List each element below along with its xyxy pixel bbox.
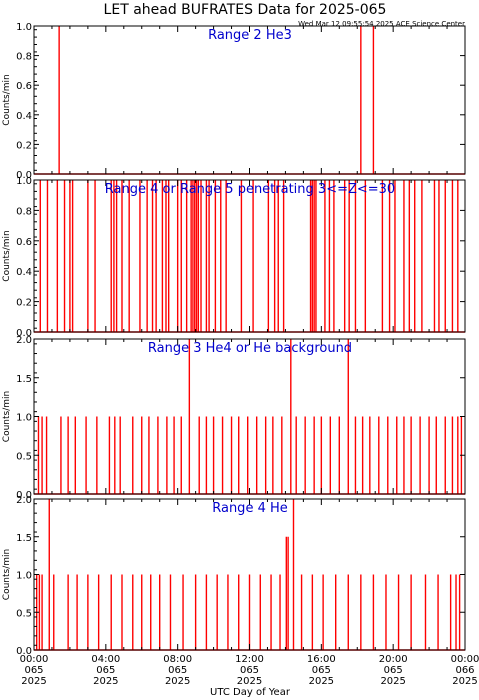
y-tick-label: 1.5 <box>16 374 32 385</box>
x-tick-doy: 065 <box>168 665 187 676</box>
x-tick-year: 2025 <box>237 676 262 687</box>
x-tick-year: 2025 <box>165 676 190 687</box>
y-tick-label: 0.0 <box>16 646 32 657</box>
x-tick-time: 20:00 <box>379 654 408 665</box>
y-tick-label: 1.5 <box>16 533 32 544</box>
x-tick-time: 08:00 <box>163 654 192 665</box>
y-tick-label: 0.6 <box>16 237 32 248</box>
y-tick-label: 0.0 <box>16 328 32 339</box>
y-tick-label: 0.8 <box>16 52 32 63</box>
x-tick-time: 12:00 <box>235 654 264 665</box>
panel-title: Range 2 He3 <box>208 28 292 43</box>
x-tick-year: 2025 <box>21 676 46 687</box>
x-tick-doy: 065 <box>24 665 43 676</box>
panel-title: Range 4 He <box>212 501 288 516</box>
panel-1: 0.0 0.2 0.4 0.6 0.8 1.0 Counts/min Range 2 He3 <box>2 22 466 181</box>
x-tick-year: 2025 <box>309 676 334 687</box>
y-tick-label: 0.5 <box>16 608 32 619</box>
panel-frame <box>33 179 466 333</box>
panel-3: 0.0 0.5 1.0 1.5 2.0 Counts/min Range 3 He4 or … <box>2 335 466 501</box>
y-tick-label: 0.0 <box>16 170 32 181</box>
y-tick-label: 0.2 <box>16 298 32 309</box>
y-tick-label: 1.0 <box>16 22 32 33</box>
y-tick-label: 0.0 <box>16 490 32 501</box>
figure-title: LET ahead BUFRATES Data for 2025-065 <box>104 2 387 18</box>
y-tick-label: 0.4 <box>16 267 32 278</box>
panel-frame <box>33 338 466 495</box>
x-tick-doy: 065 <box>384 665 403 676</box>
y-axis-label: Counts/min <box>2 230 12 281</box>
x-tick-doy: 066 <box>455 665 474 676</box>
y-tick-label: 0.8 <box>16 206 32 217</box>
y-axis-label: Counts/min <box>2 391 12 442</box>
y-tick-label: 1.0 <box>16 413 32 424</box>
x-tick-time: 04:00 <box>91 654 120 665</box>
x-axis-title: UTC Day of Year <box>210 687 291 698</box>
x-tick-time: 00:00 <box>451 654 479 665</box>
panel-title: Range 3 He4 or He background <box>148 341 352 356</box>
y-tick-label: 2.0 <box>16 495 32 506</box>
x-tick-time: 00:00 <box>20 654 49 665</box>
y-axis-label: Counts/min <box>2 549 12 600</box>
x-tick-doy: 065 <box>96 665 115 676</box>
x-axis-labels: 00:00065202504:00065202508:00065202512:0… <box>20 654 479 687</box>
panel-4: 0.0 0.5 1.0 1.5 2.0 Counts/min Range 4 He <box>2 495 466 657</box>
generation-timestamp: Wed Mar 12 09:55:54 2025 ACE Science Cen… <box>298 20 465 28</box>
y-tick-label: 0.2 <box>16 140 32 151</box>
y-tick-label: 0.5 <box>16 451 32 462</box>
x-tick-year: 2025 <box>452 676 477 687</box>
x-tick-doy: 065 <box>312 665 331 676</box>
panel-frame <box>33 25 466 175</box>
panel-title: Range 4 or Range 5 penetrating 3<=Z<=30 <box>105 182 395 197</box>
y-tick-label: 0.4 <box>16 111 32 122</box>
x-tick-doy: 065 <box>240 665 259 676</box>
y-tick-label: 2.0 <box>16 335 32 346</box>
y-tick-label: 1.0 <box>16 176 32 187</box>
x-tick-time: 16:00 <box>307 654 336 665</box>
x-tick-year: 2025 <box>93 676 118 687</box>
x-tick-year: 2025 <box>380 676 405 687</box>
y-tick-label: 0.6 <box>16 81 32 92</box>
panel-2: 0.0 0.2 0.4 0.6 0.8 1.0 Counts/min Range 4 or R… <box>2 176 466 339</box>
y-tick-label: 1.0 <box>16 571 32 582</box>
y-axis-label: Counts/min <box>2 74 12 125</box>
